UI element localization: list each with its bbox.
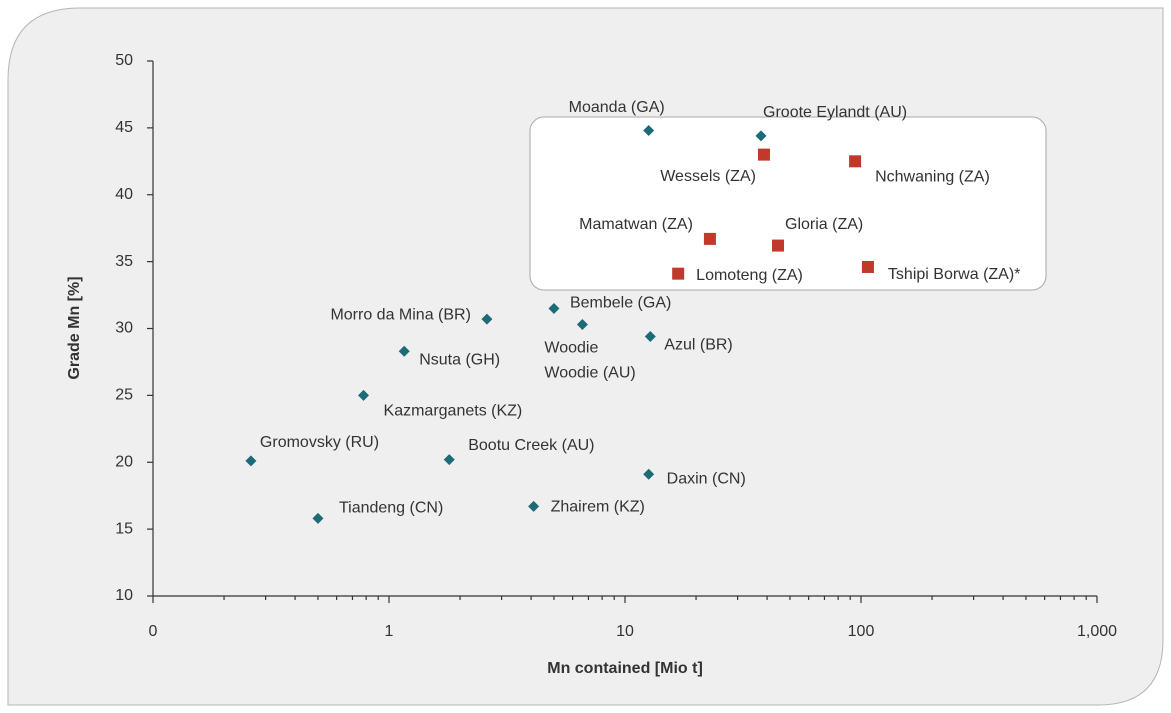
point: [312, 512, 324, 524]
y-tick-label: 25: [115, 387, 133, 404]
point: [644, 331, 656, 343]
point-label: Woodie Woodie (AU): [544, 340, 635, 382]
point-label: Wessels (ZA): [660, 168, 756, 185]
point-label: Azul (BR): [664, 337, 732, 354]
point-label: Lomoteng (ZA): [696, 267, 803, 284]
y-axis-label: Grade Mn [%]: [66, 276, 83, 379]
point-label: Gromovsky (RU): [260, 434, 379, 451]
y-tick-label: 50: [115, 52, 133, 69]
x-tick-label: 10: [616, 623, 634, 640]
y-tick-label: 10: [115, 587, 133, 604]
y-tick-label: 20: [115, 453, 133, 470]
point-label: Zhairem (KZ): [551, 499, 645, 516]
x-axis-label: Mn contained [Mio t]: [547, 660, 703, 677]
point-label: Bembele (GA): [570, 295, 671, 312]
y-tick-label: 30: [115, 320, 133, 337]
point: [398, 345, 410, 357]
point: [672, 267, 685, 280]
highlight-box: [529, 116, 1047, 291]
point-label: Daxin (CN): [667, 471, 746, 488]
point: [443, 454, 455, 466]
point: [861, 260, 874, 273]
point-label: Tiandeng (CN): [339, 500, 443, 517]
point: [643, 468, 655, 480]
point: [548, 302, 560, 314]
point: [528, 500, 540, 512]
point-label: Tshipi Borwa (ZA)*: [888, 266, 1020, 283]
point: [772, 239, 785, 252]
point-label: Groote Eylandt (AU): [763, 104, 907, 121]
x-tick-label: 1: [385, 623, 394, 640]
point: [849, 155, 862, 168]
point-label: Kazmarganets (KZ): [384, 403, 523, 420]
y-tick-label: 35: [115, 253, 133, 270]
point: [703, 232, 716, 245]
point-label: Gloria (ZA): [785, 216, 863, 233]
point: [358, 389, 370, 401]
y-tick-label: 15: [115, 520, 133, 537]
point-label: Morro da Mina (BR): [330, 306, 470, 323]
point-label: Moanda (GA): [569, 99, 665, 116]
x-tick-label: 0: [149, 623, 158, 640]
point-label: Nsuta (GH): [419, 351, 500, 368]
point-label: Nchwaning (ZA): [875, 169, 990, 186]
point: [755, 130, 767, 142]
x-tick-label: 100: [848, 623, 875, 640]
x-tick-label: 1,000: [1077, 623, 1117, 640]
point: [576, 318, 588, 330]
point: [481, 313, 493, 325]
y-tick-label: 45: [115, 119, 133, 136]
point-label: Bootu Creek (AU): [468, 437, 594, 454]
point: [643, 125, 655, 137]
point: [757, 148, 770, 161]
y-tick-label: 40: [115, 186, 133, 203]
point-label: Mamatwan (ZA): [579, 216, 693, 233]
point: [245, 455, 257, 467]
